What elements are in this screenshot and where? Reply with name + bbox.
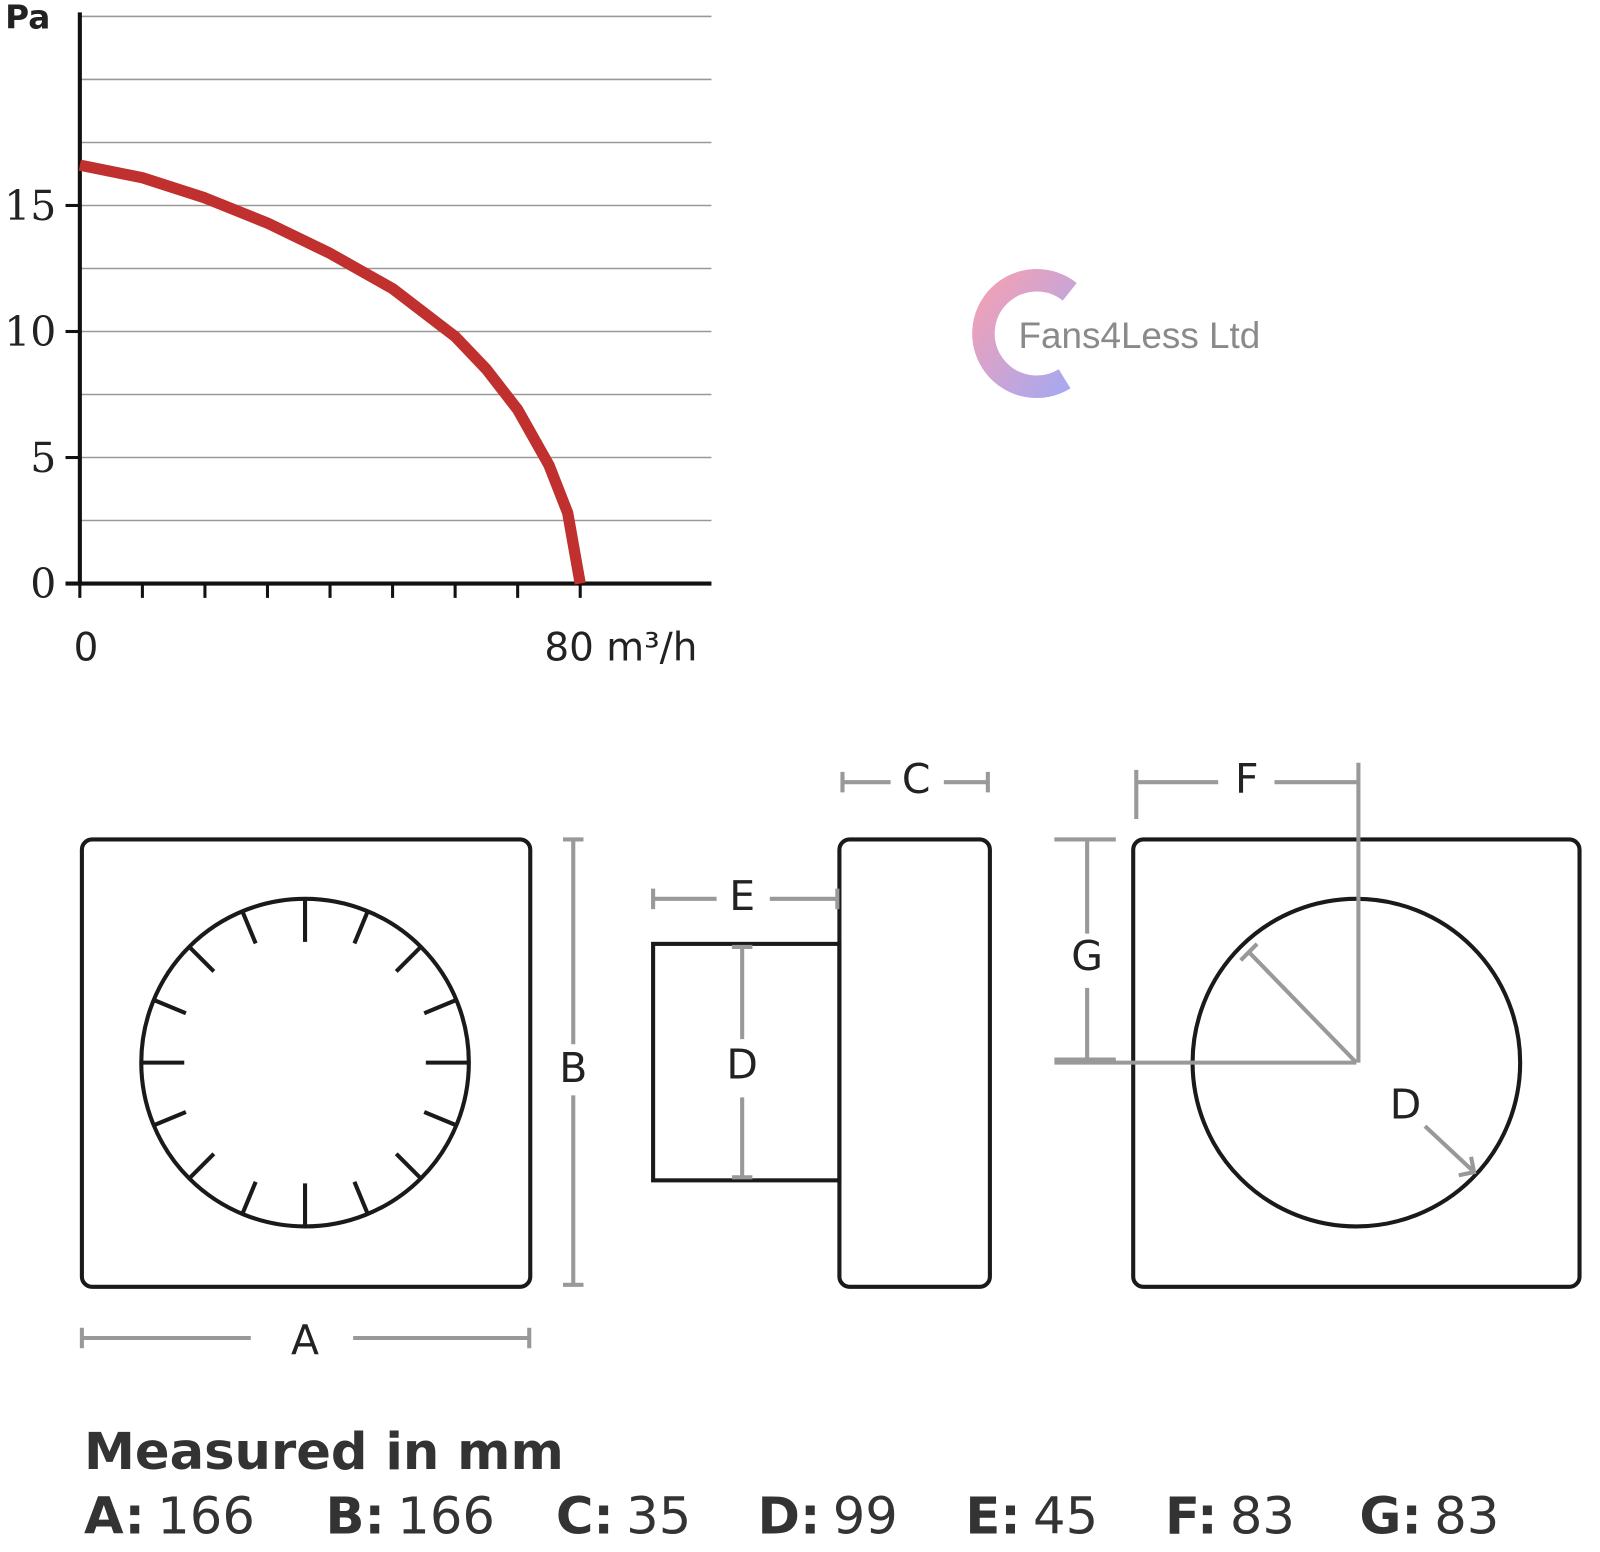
grille-slot [352,910,370,945]
y-tick-label: 5 [30,434,56,482]
grille-slot [394,945,423,973]
measurement: B: 166 [326,1487,495,1547]
dim-f [1054,762,1361,1065]
dim-b [563,837,584,1287]
measurement-value: 99 [833,1487,898,1547]
grille-slot [152,998,187,1016]
grille-slot [423,998,458,1016]
logo: Fans4Less Ltd [972,269,1261,398]
measurement-value: 166 [397,1487,495,1547]
grille-slot [394,1152,423,1180]
measurement-label: B: [326,1487,385,1547]
logo-text: Fans4Less Ltd [1019,315,1261,356]
dim-c [840,771,990,793]
x-tick-label: 80 m³/h [544,625,697,670]
label-b: B [559,1044,587,1092]
grille-slot [352,1181,370,1215]
grille-slot [240,910,258,945]
measurement: F: 83 [1165,1487,1295,1547]
measurement: E: 45 [965,1487,1098,1547]
measurements: A: 166 B: 166 C: 35 D: 99 E: 45 F: 83 G: 83 [84,1487,1499,1547]
label-d-back: D [1390,1081,1422,1129]
side-view [837,837,992,1289]
label-e: E [729,872,755,920]
grille-slot [240,1181,258,1215]
y-tick-label: 10 [4,308,56,356]
dimension-diagram: A B C E D F G D [79,755,1582,1364]
dim-a [79,1327,532,1349]
dim-d-diameter [1239,942,1477,1178]
measurements-title: Measured in mm [84,1422,564,1482]
label-f: F [1235,755,1259,803]
label-c: C [902,755,931,803]
label-g: G [1071,932,1103,980]
measurement: G: 83 [1359,1487,1499,1547]
measurement-label: E: [965,1487,1020,1547]
label-a: A [291,1316,319,1364]
measurement: C: 35 [556,1487,691,1547]
measurement-label: C: [556,1487,614,1547]
logo-mark [972,269,1077,398]
grille-slots [141,898,469,1227]
x-tick-label: 0 [74,625,99,670]
measurement-value: 166 [157,1487,255,1547]
measurement-value: 45 [1033,1487,1098,1547]
grille-slot [423,1110,458,1128]
measurement-value: 35 [626,1487,691,1547]
dim-e [651,888,840,910]
grille-slot [187,1152,216,1180]
measurement: D: 99 [758,1487,898,1547]
front-view [79,837,533,1289]
curve [78,159,586,585]
measurement-value: 83 [1434,1487,1499,1547]
grille-slot [152,1110,187,1128]
y-tick-label: 0 [30,560,56,608]
measurement-label: F: [1165,1487,1218,1547]
measurement-label: G: [1359,1487,1421,1547]
y-tick-label: 15 [4,182,56,230]
dim-g [1054,837,1116,1062]
y-axis-label: Pa [5,0,50,37]
measurement: A: 166 [84,1487,255,1547]
grille-slot [187,945,216,973]
measurement-value: 83 [1230,1487,1295,1547]
measurement-label: A: [84,1487,145,1547]
label-d: D [726,1041,758,1089]
measurement-label: D: [758,1487,821,1547]
dim-d [731,944,753,1180]
